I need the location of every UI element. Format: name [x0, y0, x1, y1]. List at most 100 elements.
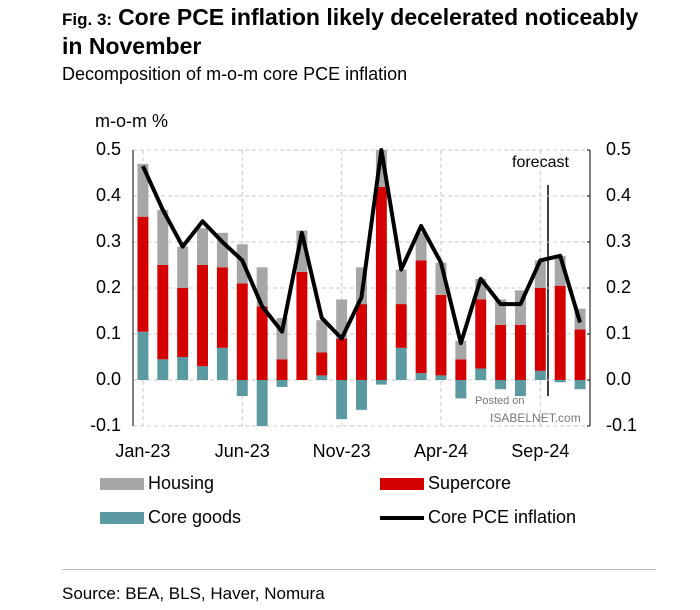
legend-label: Core goods	[148, 507, 241, 527]
y2-tick-label: 0.4	[606, 185, 631, 205]
legend-swatch	[100, 512, 144, 524]
watermark: ISABELNET.com	[490, 411, 581, 425]
legend-swatch	[380, 478, 424, 490]
x-tick-label: Jan-23	[115, 441, 170, 461]
bar-segment	[395, 347, 407, 380]
bar-segment	[256, 267, 268, 307]
y2-tick-label: 0.5	[606, 139, 631, 159]
bar-segment	[375, 150, 387, 187]
bar-segment	[197, 228, 209, 265]
y2-tick-label: 0.1	[606, 323, 631, 343]
bar-segment	[137, 216, 149, 332]
y-tick-label: 0.0	[96, 369, 121, 389]
bar-segment	[554, 380, 566, 383]
rule	[62, 569, 656, 570]
bar-segment	[296, 271, 308, 380]
bar-segment	[534, 288, 546, 371]
bar-segment	[177, 357, 189, 380]
bar-segment	[455, 340, 467, 360]
bar-segment	[336, 338, 348, 380]
bar-segment	[574, 329, 586, 380]
bar-segment	[336, 299, 348, 339]
y2-tick-label: 0.3	[606, 231, 631, 251]
bar-segment	[534, 260, 546, 288]
legend-label: Housing	[148, 473, 214, 493]
y-tick-label: -0.1	[90, 415, 121, 435]
bar-segment	[216, 267, 228, 348]
y2-tick-label: 0.0	[606, 369, 631, 389]
title-block: Fig. 3: Core PCE inflation likely deceler…	[62, 4, 642, 60]
y-tick-label: 0.2	[96, 277, 121, 297]
bar-segment	[137, 331, 149, 380]
legend-swatch	[100, 478, 144, 490]
y-axis-label: m-o-m %	[95, 111, 168, 131]
bar-segment	[415, 260, 427, 374]
bar-segment	[495, 324, 507, 380]
chart-title: Core PCE inflation likely decelerated no…	[62, 4, 639, 59]
bar-segment	[554, 255, 566, 286]
bar-segment	[435, 262, 447, 295]
bar-segment	[435, 375, 447, 380]
bar-segment	[534, 370, 546, 380]
bar-segment	[455, 380, 467, 399]
y-tick-label: 0.5	[96, 139, 121, 159]
x-tick-label: Nov-23	[313, 441, 371, 461]
bar-segment	[475, 299, 487, 369]
legend-label: Core PCE inflation	[428, 507, 576, 527]
x-tick-label: Apr-24	[414, 441, 468, 461]
bar-segment	[495, 380, 507, 390]
bar-segment	[415, 232, 427, 261]
bar-segment	[216, 347, 228, 380]
x-tick-label: Jun-23	[215, 441, 270, 461]
bar-segment	[395, 269, 407, 305]
bar-segment	[236, 283, 248, 380]
fig-label: Fig. 3:	[62, 10, 113, 29]
bar-segment	[495, 299, 507, 325]
chart: m-o-m % forecast Posted on ISABELNET.com…	[90, 111, 637, 527]
bar-segment	[316, 375, 328, 380]
bar-segment	[296, 230, 308, 272]
bar-segment	[356, 380, 367, 410]
legend-label: Supercore	[428, 473, 511, 493]
bar-segment	[574, 380, 586, 390]
bar-segment	[216, 232, 228, 268]
y2-tick-label: -0.1	[606, 415, 637, 435]
y-tick-label: 0.4	[96, 185, 121, 205]
bar-segment	[276, 359, 288, 380]
bar-segment	[435, 294, 447, 376]
bar-segment	[475, 278, 487, 300]
bar-segment	[157, 209, 169, 265]
bar-segment	[276, 317, 288, 360]
bar-segment	[415, 373, 427, 380]
bar-segment	[256, 380, 268, 426]
bar-segment	[514, 380, 526, 397]
y2-tick-label: 0.2	[606, 277, 631, 297]
bar-segment	[236, 380, 248, 397]
bar-segment	[336, 380, 348, 420]
y-tick-label: 0.3	[96, 231, 121, 251]
bar-segment	[276, 380, 288, 387]
bar-segment	[375, 186, 387, 380]
y-tick-label: 0.1	[96, 323, 121, 343]
bar-segment	[455, 359, 467, 380]
bar-segment	[137, 163, 149, 217]
bar-segment	[316, 320, 328, 353]
bar-segment	[356, 304, 367, 380]
bar-segment	[316, 352, 328, 376]
bar-segment	[197, 265, 209, 367]
bar-segment	[395, 304, 407, 348]
bar-segment	[475, 368, 487, 380]
bar-segment	[256, 306, 268, 380]
bar-segment	[554, 285, 566, 380]
subtitle: Decomposition of m-o-m core PCE inflatio…	[62, 64, 408, 84]
annotation: forecast	[512, 154, 569, 171]
bar-segment	[157, 359, 169, 380]
bar-segment	[177, 246, 189, 288]
bar-segment	[375, 380, 387, 385]
bar-segment	[514, 290, 526, 325]
line	[141, 148, 582, 346]
bar-segment	[177, 288, 189, 357]
bar-segment	[197, 366, 209, 380]
source: Source: BEA, BLS, Haver, Nomura	[62, 584, 325, 603]
